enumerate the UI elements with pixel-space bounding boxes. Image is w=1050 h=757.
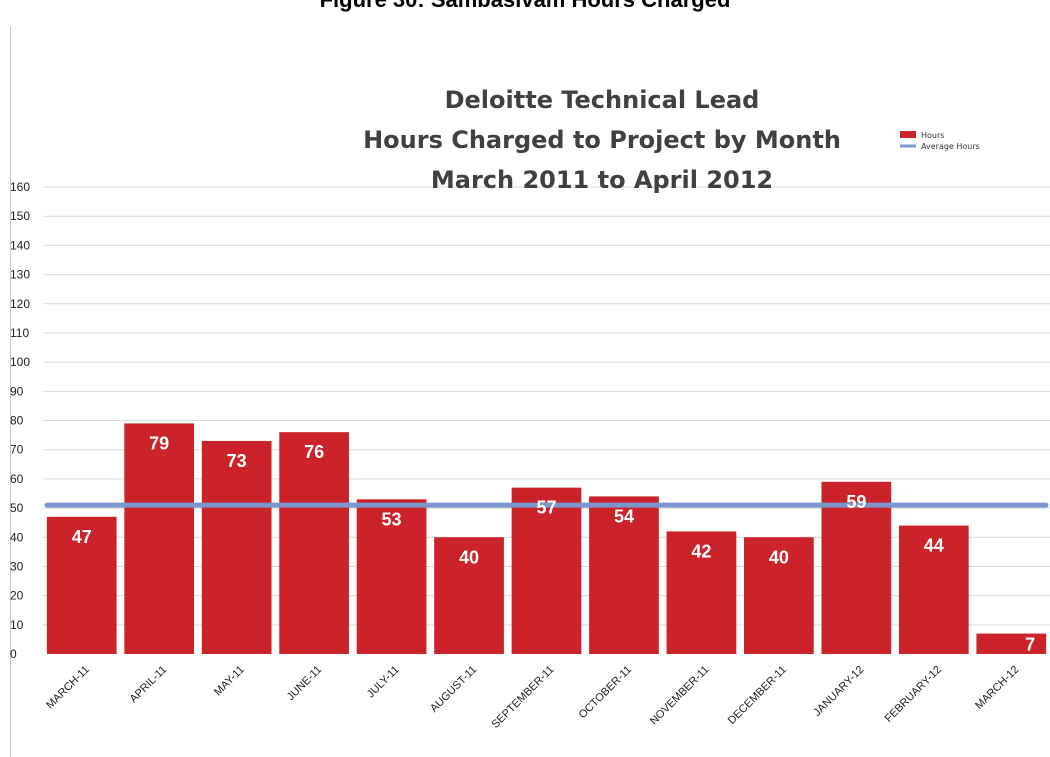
legend-swatch-hours (900, 131, 916, 138)
data-label: 42 (691, 541, 711, 561)
x-tick-label: JANUARY-12 (811, 664, 866, 719)
page-title: Figure 30: Sambasivam Hours Charged (0, 0, 1050, 13)
x-tick-label: MARCH-12 (973, 664, 1021, 712)
bar (821, 481, 892, 654)
x-tick-label: DECEMBER-11 (726, 664, 789, 727)
y-tick-label: 140 (10, 238, 30, 252)
legend-label-average: Average Hours (921, 142, 980, 151)
bar (279, 432, 349, 654)
x-tick-label: JULY-11 (365, 664, 402, 701)
chart-title-line-3: March 2011 to April 2012 (431, 166, 773, 194)
data-label: 76 (304, 442, 324, 462)
chart-title: Deloitte Technical Lead Hours Charged to… (363, 86, 841, 194)
x-tick-label: SEPTEMBER-11 (489, 664, 556, 731)
bar (744, 537, 814, 654)
x-tick-label: MAY-11 (212, 664, 247, 699)
chart-title-line-1: Deloitte Technical Lead (445, 86, 760, 114)
x-tick-label: MARCH-11 (44, 664, 92, 712)
bar (976, 633, 1047, 654)
y-tick-label: 60 (10, 472, 24, 486)
x-tick-label: JUNE-11 (285, 664, 324, 703)
y-tick-label: 150 (10, 209, 30, 223)
y-tick-label: 120 (10, 297, 30, 311)
chart-title-line-2: Hours Charged to Project by Month (363, 126, 841, 154)
bar (124, 423, 195, 654)
legend-label-hours: Hours (921, 131, 944, 140)
bar (589, 496, 659, 654)
y-tick-label: 0 (10, 647, 17, 661)
data-label: 73 (227, 451, 247, 471)
y-tick-label: 70 (10, 443, 24, 457)
frame-border (10, 26, 11, 757)
y-tick-label: 100 (10, 355, 30, 369)
data-label: 47 (72, 527, 92, 547)
data-label: 40 (459, 547, 479, 567)
bar (46, 516, 117, 654)
data-label: 79 (149, 433, 169, 453)
data-label: 44 (924, 536, 944, 556)
bar (511, 487, 582, 654)
bar (356, 499, 427, 654)
bar (898, 525, 969, 654)
data-label: 40 (769, 547, 789, 567)
y-tick-label: 40 (10, 530, 24, 544)
y-tick-label: 130 (10, 268, 30, 282)
y-tick-label: 160 (10, 180, 30, 194)
y-tick-label: 110 (10, 326, 29, 340)
bar (201, 440, 272, 654)
data-label: 57 (536, 498, 556, 518)
data-label: 54 (614, 506, 634, 526)
y-tick-label: 30 (10, 559, 24, 573)
y-tick-label: 20 (10, 589, 24, 603)
y-tick-label: 50 (10, 501, 24, 515)
y-tick-label: 10 (10, 618, 24, 632)
bar (434, 537, 504, 654)
bar (666, 531, 737, 654)
x-tick-label: APRIL-11 (128, 664, 170, 706)
data-label: 7 (1025, 635, 1035, 655)
x-tick-label: OCTOBER-11 (577, 664, 634, 721)
y-axis-ticks: 0 10 20 30 40 50 60 70 80 90 100 110 120 130 140 150 160 (10, 180, 30, 661)
legend: Hours Average Hours (900, 131, 980, 151)
x-axis-ticks: MARCH-11 APRIL-11 MAY-11 JUNE-11 JULY-11 AUGU… (44, 664, 1021, 731)
x-tick-label: NOVEMBER-11 (648, 664, 712, 728)
y-tick-label: 90 (10, 384, 24, 398)
data-labels: 47 79 73 76 53 40 57 54 42 40 59 44 7 (72, 433, 1035, 654)
bars (46, 423, 1047, 654)
x-tick-label: FEBRUARY-12 (883, 664, 944, 725)
data-label: 53 (382, 509, 402, 529)
data-label: 59 (846, 492, 866, 512)
y-tick-label: 80 (10, 414, 24, 428)
x-tick-label: AUGUST-11 (428, 664, 479, 715)
